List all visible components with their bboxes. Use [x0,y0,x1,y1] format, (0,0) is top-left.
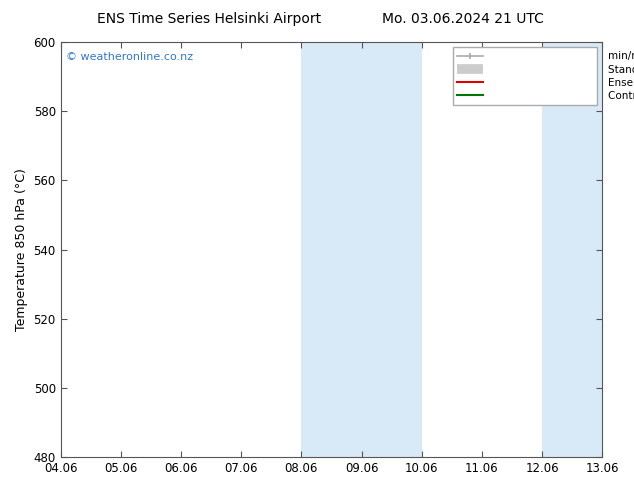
Y-axis label: Temperature 850 hPa (°C): Temperature 850 hPa (°C) [15,168,28,331]
Text: ENS Time Series Helsinki Airport: ENS Time Series Helsinki Airport [97,12,321,26]
Bar [542,42,602,457]
Text: © weatheronline.co.nz: © weatheronline.co.nz [66,52,193,62]
Text: Mo. 03.06.2024 21 UTC: Mo. 03.06.2024 21 UTC [382,12,544,26]
Legend: min/max, Standard deviation, Ensemble mean run, Controll run: min/max, Standard deviation, Ensemble me… [453,47,597,105]
Bar [301,42,422,457]
